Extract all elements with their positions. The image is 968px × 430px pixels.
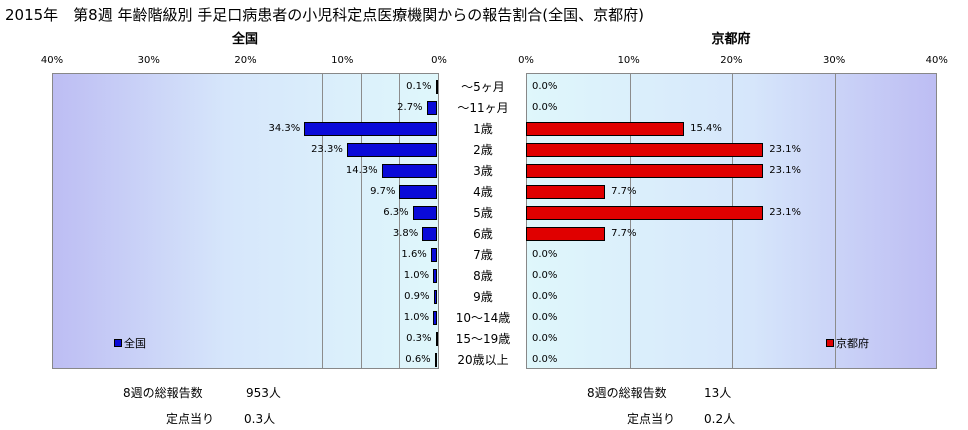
kyoto-data-label: 0.0% [532, 333, 558, 344]
national-legend-label: 全国 [124, 337, 146, 350]
national-per-value: 0.3人 [244, 412, 276, 426]
national-total-label: 8週の総報告数 [123, 386, 203, 400]
kyoto-bar [526, 143, 764, 157]
national-data-label: 1.0% [403, 270, 430, 281]
kyoto-data-label: 0.0% [532, 81, 558, 92]
category-label: ～11ヶ月 [457, 101, 509, 115]
national-data-label: 0.1% [406, 81, 432, 92]
category-label: 2歳 [473, 143, 493, 157]
kyoto-gridline [732, 74, 734, 368]
kyoto-data-label: 23.1% [769, 207, 802, 218]
kyoto-tick-label: 0% [518, 55, 534, 66]
kyoto-bar [526, 164, 764, 178]
kyoto-per-value: 0.2人 [704, 412, 736, 426]
category-label: 4歳 [473, 185, 493, 199]
kyoto-panel-title: 京都府 [711, 32, 751, 47]
kyoto-legend: 京都府 [826, 335, 869, 351]
national-gridline [321, 74, 323, 368]
national-bar [304, 122, 437, 136]
national-bar [433, 311, 437, 325]
kyoto-data-label: 7.7% [611, 228, 637, 239]
category-label: ～5ヶ月 [461, 80, 505, 94]
kyoto-data-label: 15.4% [690, 123, 722, 134]
national-plot-area [52, 73, 439, 369]
national-bar [433, 269, 437, 283]
kyoto-data-label: 23.1% [769, 165, 802, 176]
national-data-label: 23.3% [311, 144, 343, 155]
category-label: 5歳 [473, 206, 493, 220]
category-label: 7歳 [473, 248, 493, 262]
national-data-label: 2.7% [397, 102, 423, 113]
category-label: 8歳 [473, 269, 493, 283]
national-bar [426, 101, 437, 115]
national-data-label: 0.6% [405, 354, 431, 365]
national-panel-title: 全国 [231, 32, 258, 47]
category-label: 15～19歳 [455, 332, 511, 346]
kyoto-bar [526, 206, 764, 220]
national-legend: 全国 [114, 335, 146, 351]
national-bar [422, 227, 437, 241]
national-data-label: 0.9% [404, 291, 430, 302]
national-legend-swatch [114, 339, 122, 347]
kyoto-total-label: 8週の総報告数 [587, 386, 667, 400]
kyoto-data-label: 0.0% [532, 102, 558, 113]
national-data-label: 1.0% [403, 312, 430, 323]
national-data-label: 34.3% [268, 123, 301, 134]
kyoto-tick-label: 30% [822, 55, 846, 66]
national-tick-label: 30% [137, 55, 160, 66]
kyoto-data-label: 0.0% [532, 249, 558, 260]
kyoto-tick-label: 20% [720, 55, 743, 66]
kyoto-bar [526, 185, 606, 199]
chart-title: 2015年 第8週 年齢階級別 手足口病患者の小児科定点医療機関からの報告割合(… [5, 6, 644, 24]
category-label: 9歳 [473, 290, 493, 304]
national-gridline [360, 74, 362, 368]
national-data-label: 9.7% [370, 186, 396, 197]
national-tick-label: 10% [331, 55, 354, 66]
kyoto-data-label: 0.0% [532, 312, 558, 323]
kyoto-plot-area [526, 73, 937, 369]
national-data-label: 14.3% [345, 165, 378, 176]
kyoto-total-value: 13人 [704, 386, 732, 400]
national-bar [430, 248, 437, 262]
national-bar [435, 80, 438, 94]
national-tick-label: 0% [431, 55, 447, 66]
national-gridline [399, 74, 401, 368]
kyoto-gridline [629, 74, 631, 368]
kyoto-tick-label: 10% [617, 55, 640, 66]
kyoto-tick-label: 40% [925, 55, 948, 66]
category-label: 10～14歳 [455, 311, 511, 325]
category-label: 6歳 [473, 227, 493, 241]
kyoto-per-label: 定点当り [627, 412, 676, 426]
category-label: 3歳 [473, 164, 493, 178]
national-bar [381, 164, 437, 178]
national-bar [435, 332, 438, 346]
kyoto-data-label: 7.7% [611, 186, 637, 197]
kyoto-data-label: 0.0% [532, 354, 558, 365]
national-total-value: 953人 [246, 386, 281, 400]
national-bar [346, 143, 437, 157]
national-bar [433, 290, 437, 304]
national-data-label: 3.8% [392, 228, 419, 239]
kyoto-bar [526, 227, 606, 241]
kyoto-data-label: 0.0% [532, 270, 558, 281]
category-label: 20歳以上 [457, 353, 509, 367]
national-data-label: 6.3% [383, 207, 409, 218]
national-per-label: 定点当り [166, 412, 215, 426]
category-label: 1歳 [473, 122, 493, 136]
kyoto-gridline [835, 74, 837, 368]
national-bar [412, 206, 437, 220]
kyoto-data-label: 23.1% [769, 144, 802, 155]
kyoto-legend-label: 京都府 [836, 337, 869, 350]
national-bar [399, 185, 437, 199]
national-bar [434, 353, 437, 367]
national-data-label: 0.3% [406, 333, 432, 344]
kyoto-legend-swatch [826, 339, 834, 347]
kyoto-bar [526, 122, 685, 136]
national-tick-label: 40% [40, 55, 64, 66]
national-tick-label: 20% [234, 55, 257, 66]
kyoto-data-label: 0.0% [532, 291, 558, 302]
national-data-label: 1.6% [401, 249, 427, 260]
